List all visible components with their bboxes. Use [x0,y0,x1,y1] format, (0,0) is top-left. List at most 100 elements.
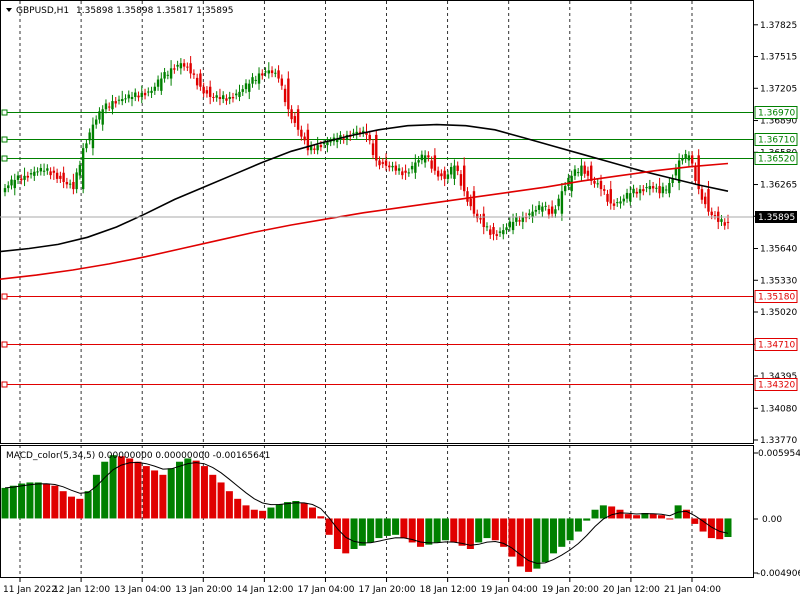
candle-body [622,198,625,202]
macd-bar [76,498,84,519]
price-tick-label: 1.37825 [760,21,797,31]
candle-body [42,170,46,172]
macd-bar [342,518,350,554]
level-label: 1.34710 [758,341,795,351]
macd-bar [649,514,657,519]
price-tick-label: 1.34395 [760,372,797,382]
candle-body [231,96,235,99]
macd-bar [117,456,125,519]
candle-body [283,88,287,103]
candle-body [23,175,26,180]
candle-body [544,205,547,207]
candle-body [300,129,303,137]
current-price-badge: 1.35895 [755,211,797,223]
candle-body [127,94,130,99]
candle-body [371,143,375,156]
candle-body [342,138,345,140]
candle-body [244,83,248,90]
candle-body [596,183,599,185]
candle-body [446,174,450,179]
candle-body [463,165,466,192]
candle-body [91,124,95,149]
candle-body [362,130,365,133]
candle-body [606,193,609,202]
candle-body [179,63,183,69]
macd-bar [350,518,358,549]
candle-body [65,181,69,185]
candle-body [651,186,655,189]
candle-body [704,196,707,205]
level-handle[interactable] [1,155,8,162]
candle-body [466,191,469,202]
candle-body [505,227,508,231]
candle-body [78,164,82,176]
ohlc-header: 1.35898 1.35898 1.35817 1.35895 [76,6,233,16]
candle-body [590,165,593,181]
candle-body [518,220,521,222]
macd-bar [333,518,341,549]
price-tick-label: 1.37205 [760,84,797,94]
candle-body [3,188,7,193]
macd-bar [466,518,474,549]
candle-body [121,99,124,102]
candle-body [248,83,251,92]
sma-fast-line [0,123,729,253]
candle-body [456,165,459,172]
macd-bar [475,518,483,543]
candle-body [384,160,388,166]
candle-body [313,148,316,150]
candle-body [674,167,678,176]
candle-body [251,77,254,84]
candle-body [655,187,658,189]
macd-bar [209,474,217,519]
candle-body [401,171,404,176]
macd-histogram [1,455,732,572]
time-tick-label: 11 Jan 2022 [3,585,57,595]
candle-body [319,145,323,148]
candle-body [391,165,394,168]
candle-body [410,165,414,170]
candle-body [39,167,43,172]
candle-body [397,168,401,171]
level-handle[interactable] [1,293,8,300]
macd-bar [658,515,666,519]
macd-bar [267,507,275,519]
macd-bar [583,518,591,521]
candle-body [684,153,687,159]
candle-body [140,92,143,97]
candle-body [222,95,225,100]
level-handle[interactable] [1,109,8,116]
candle-body [13,179,16,189]
macd-bar [325,518,333,535]
candle-body [547,208,551,215]
macd-bar [558,518,566,547]
candle-body [645,187,648,189]
candle-body [166,74,170,76]
candle-body [52,170,56,173]
candle-body [609,189,612,204]
candle-body [541,206,544,212]
candle-body [550,206,554,214]
level-handle[interactable] [1,341,8,348]
candle-body [20,178,23,181]
candle-body [114,101,117,104]
candle-body [723,222,726,226]
level-handle[interactable] [1,136,8,143]
candle-body [365,131,368,135]
candle-body [238,91,241,97]
price-tick-label: 1.34080 [760,404,797,414]
macd-bar [591,509,599,519]
candle-body [495,234,498,236]
price-tick-label: 1.33770 [760,436,797,446]
candle-body [326,142,329,146]
candle-body [580,165,583,176]
dropdown-triangle-icon[interactable] [6,8,12,12]
candle-body [726,221,730,223]
candle-body [690,155,694,164]
macd-bar [525,518,533,572]
candle-body [94,119,98,125]
level-handle[interactable] [1,381,8,388]
candle-body [511,221,515,231]
candle-body [254,79,257,81]
candle-body [335,139,339,143]
